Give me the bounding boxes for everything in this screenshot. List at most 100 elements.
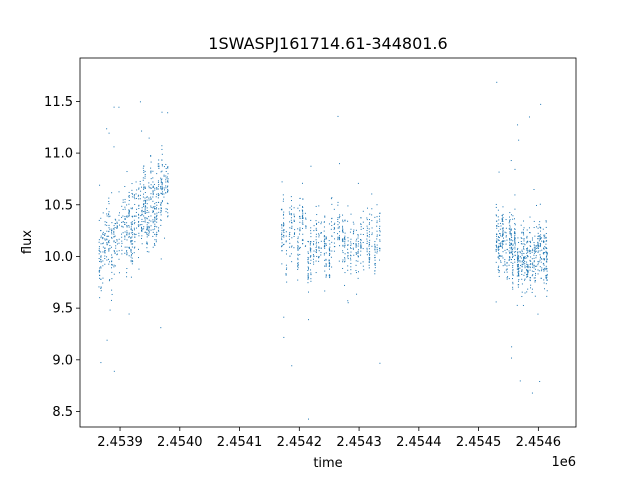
data-point bbox=[366, 217, 368, 219]
data-point bbox=[495, 301, 497, 303]
data-point bbox=[362, 227, 364, 229]
data-point bbox=[360, 243, 362, 245]
data-point bbox=[508, 278, 510, 280]
data-point bbox=[502, 240, 504, 242]
data-point bbox=[527, 265, 529, 267]
data-point bbox=[495, 245, 497, 247]
data-point bbox=[136, 227, 138, 229]
data-point bbox=[111, 222, 113, 224]
data-point bbox=[161, 185, 163, 187]
data-point bbox=[502, 231, 504, 233]
data-point bbox=[323, 240, 325, 242]
data-point bbox=[140, 190, 142, 192]
data-point bbox=[514, 168, 516, 170]
data-point bbox=[282, 214, 284, 216]
data-point bbox=[102, 282, 104, 284]
data-point bbox=[130, 249, 132, 251]
data-point bbox=[148, 251, 150, 253]
data-point bbox=[167, 212, 169, 214]
data-point bbox=[512, 278, 514, 280]
data-point bbox=[344, 238, 346, 240]
data-point bbox=[150, 155, 152, 157]
data-point bbox=[517, 259, 519, 261]
data-point bbox=[331, 235, 333, 237]
data-point bbox=[518, 256, 520, 258]
data-point bbox=[131, 230, 133, 232]
data-point bbox=[527, 250, 529, 252]
data-point bbox=[118, 238, 120, 240]
data-point bbox=[131, 229, 133, 231]
data-point bbox=[165, 170, 167, 172]
data-point bbox=[128, 211, 130, 213]
data-point bbox=[109, 279, 111, 281]
data-point bbox=[124, 186, 126, 188]
data-point bbox=[160, 207, 162, 209]
data-point bbox=[153, 207, 155, 209]
data-point bbox=[124, 208, 126, 210]
data-point bbox=[106, 259, 108, 261]
data-point bbox=[113, 232, 115, 234]
data-point bbox=[366, 235, 368, 237]
data-point bbox=[342, 259, 344, 261]
data-point bbox=[520, 224, 522, 226]
data-point bbox=[342, 214, 344, 216]
data-point bbox=[167, 173, 169, 175]
data-point bbox=[283, 316, 285, 318]
data-point bbox=[128, 225, 130, 227]
data-point bbox=[146, 212, 148, 214]
data-point bbox=[537, 245, 539, 247]
data-point bbox=[523, 238, 525, 240]
data-point bbox=[143, 204, 145, 206]
data-point bbox=[546, 270, 548, 272]
data-point bbox=[104, 247, 106, 249]
data-point bbox=[529, 264, 531, 266]
data-point bbox=[357, 252, 359, 254]
data-point bbox=[148, 233, 150, 235]
data-point bbox=[539, 243, 541, 245]
data-point bbox=[324, 270, 326, 272]
data-point bbox=[521, 253, 523, 255]
data-point bbox=[537, 227, 539, 229]
data-point bbox=[543, 268, 545, 270]
data-point bbox=[160, 219, 162, 221]
data-point bbox=[308, 262, 310, 264]
data-point bbox=[496, 227, 498, 229]
data-point bbox=[524, 257, 526, 259]
data-point bbox=[355, 272, 357, 274]
data-point bbox=[152, 210, 154, 212]
data-point bbox=[522, 304, 524, 306]
data-point bbox=[155, 202, 157, 204]
data-point bbox=[544, 258, 546, 260]
data-point bbox=[376, 222, 378, 224]
data-point bbox=[325, 237, 327, 239]
data-point bbox=[301, 239, 303, 241]
data-point bbox=[152, 187, 154, 189]
data-point bbox=[297, 254, 299, 256]
data-point bbox=[329, 276, 331, 278]
data-point bbox=[366, 230, 368, 232]
data-point bbox=[347, 244, 349, 246]
data-point bbox=[116, 222, 118, 224]
data-point bbox=[518, 272, 520, 274]
data-point bbox=[125, 250, 127, 252]
data-point bbox=[318, 250, 320, 252]
data-point bbox=[328, 268, 330, 270]
data-point bbox=[538, 235, 540, 237]
data-point bbox=[297, 240, 299, 242]
data-point bbox=[106, 128, 108, 130]
data-point bbox=[165, 177, 167, 179]
data-point bbox=[544, 246, 546, 248]
data-point bbox=[130, 250, 132, 252]
data-point bbox=[166, 180, 168, 182]
data-point bbox=[533, 261, 535, 263]
data-point bbox=[302, 206, 304, 208]
data-point bbox=[281, 242, 283, 244]
data-point bbox=[349, 254, 351, 256]
data-point bbox=[517, 124, 519, 126]
data-point bbox=[509, 245, 511, 247]
data-point bbox=[376, 216, 378, 218]
data-point bbox=[536, 245, 538, 247]
data-point bbox=[109, 247, 111, 249]
data-point bbox=[519, 256, 521, 258]
data-point bbox=[344, 284, 346, 286]
